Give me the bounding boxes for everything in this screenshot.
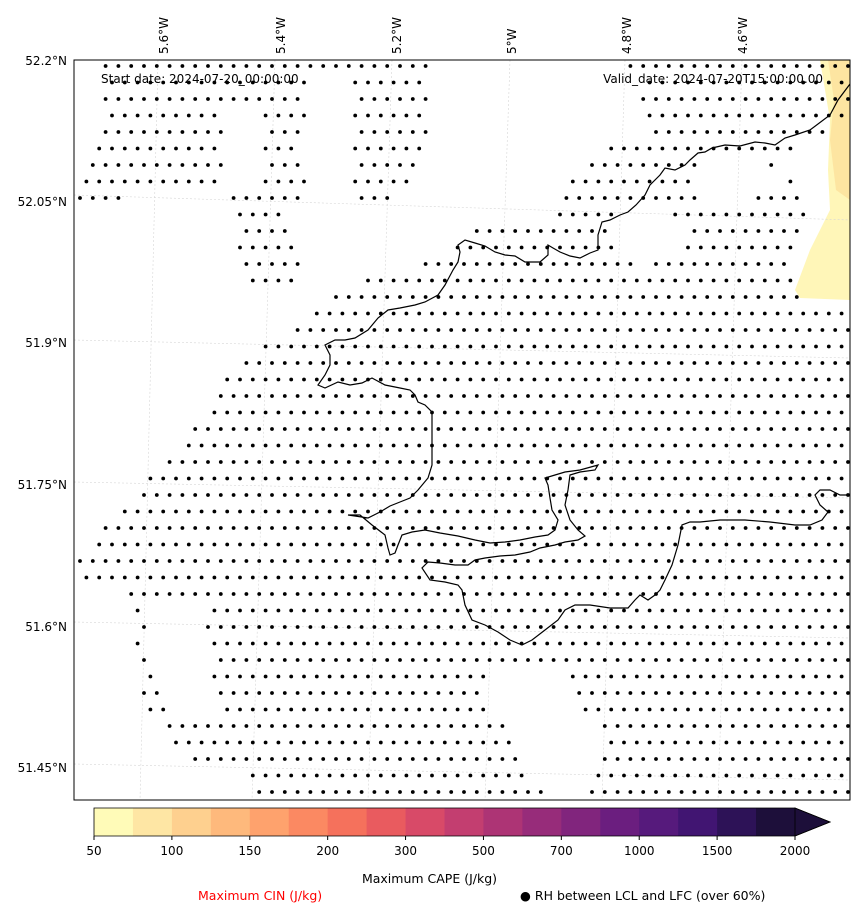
lon-label-5-6w: 5.6°W [157, 17, 171, 54]
colorbar-segment [288, 808, 329, 836]
colorbar-tick-label: 500 [472, 844, 495, 858]
colorbar-segment [132, 808, 173, 836]
colorbar-segment [249, 808, 290, 836]
colorbar-frame [93, 807, 832, 837]
lon-label-4-8w: 4.8°W [620, 17, 634, 54]
lon-label-5-2w: 5.2°W [390, 17, 404, 54]
colorbar-segment [756, 808, 796, 836]
gridlines [73, 59, 851, 801]
colorbar-tick-label: 2000 [780, 844, 811, 858]
map-frame [73, 59, 851, 801]
cape-shading [795, 60, 850, 300]
lat-label-51-45n: 51.45°N [18, 761, 67, 775]
colorbar-segment [405, 808, 445, 836]
colorbar-tick-label: 1000 [624, 844, 655, 858]
colorbar-segment [483, 808, 523, 836]
rh-dot-icon: ● [520, 888, 531, 903]
colorbar-segment [210, 808, 251, 836]
rh-legend: ● RH between LCL and LFC (over 60%) [520, 888, 765, 903]
colorbar-segment [366, 808, 407, 836]
rh-legend-label: RH between LCL and LFC (over 60%) [534, 888, 766, 903]
lat-label-51-75n: 51.75°N [18, 478, 67, 492]
lat-label-51-9n: 51.9°N [25, 336, 67, 350]
rh-stipple-dots [78, 64, 850, 794]
valid-date-label: Valid_date: 2024-07-20T15:00:00.00 [603, 72, 823, 86]
colorbar-segment [327, 808, 368, 836]
colorbar-segment [678, 808, 718, 836]
colorbar-tick-label: 1500 [702, 844, 733, 858]
colorbar-segment [444, 808, 484, 836]
colorbar-tick-label: 100 [160, 844, 183, 858]
lat-label-52-05n: 52.05°N [18, 195, 67, 209]
colorbar-segment [94, 808, 134, 836]
lon-label-5-4w: 5.4°W [274, 17, 288, 54]
colorbar-segment [600, 808, 640, 836]
colorbar-segment [522, 808, 562, 836]
colorbar-tick-label: 50 [86, 844, 101, 858]
colorbar-tick-label: 150 [238, 844, 261, 858]
colorbar-segment [171, 808, 212, 836]
cin-legend-label: Maximum CIN (J/kg) [198, 888, 323, 903]
cape-colorbar [93, 807, 832, 837]
colorbar-tick-label: 200 [316, 844, 339, 858]
colorbar-ticks: 50 100 150 200 300 500 700 1000 1500 2000 [86, 836, 810, 858]
colorbar-segment [717, 808, 757, 836]
colorbar-tick-label: 300 [394, 844, 417, 858]
colorbar-extend-arrow [794, 807, 832, 837]
colorbar-segment [561, 808, 601, 836]
colorbar-tick-label: 700 [550, 844, 573, 858]
lon-label-4-6w: 4.6°W [736, 17, 750, 54]
start-date-label: Start date: 2024-07-20_00:00:00 [101, 72, 299, 86]
colorbar-segment [639, 808, 679, 836]
lat-label-51-6n: 51.6°N [25, 620, 67, 634]
coastline [317, 83, 851, 646]
colorbar-title: Maximum CAPE (J/kg) [361, 871, 498, 886]
lat-label-52-2n: 52.2°N [25, 54, 67, 68]
lon-label-5w: 5°W [505, 28, 519, 54]
